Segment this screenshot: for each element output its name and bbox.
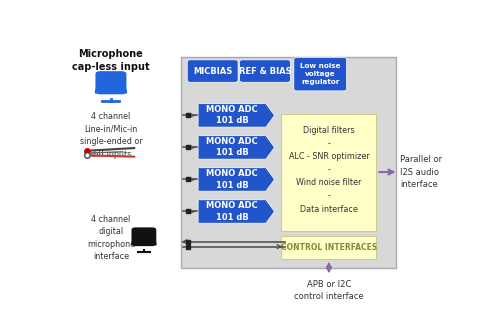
- Text: REF & BIAS: REF & BIAS: [238, 67, 292, 76]
- Polygon shape: [198, 136, 274, 159]
- FancyBboxPatch shape: [188, 60, 238, 82]
- Polygon shape: [198, 104, 274, 127]
- Bar: [180, 57, 396, 268]
- FancyBboxPatch shape: [96, 71, 126, 94]
- Text: CONTROL INTERFACES: CONTROL INTERFACES: [281, 243, 377, 252]
- Text: MICBIAS: MICBIAS: [193, 67, 232, 76]
- Polygon shape: [198, 168, 274, 191]
- Polygon shape: [198, 200, 274, 223]
- Text: Microphone
cap-less input: Microphone cap-less input: [72, 50, 150, 72]
- Text: 4 channel
digital
microphone
interface: 4 channel digital microphone interface: [87, 215, 135, 261]
- Text: MONO ADC
101 dB: MONO ADC 101 dB: [206, 105, 258, 125]
- Text: Parallel or
I2S audio
interface: Parallel or I2S audio interface: [400, 155, 442, 189]
- Text: MONO ADC
101 dB: MONO ADC 101 dB: [206, 202, 258, 221]
- FancyBboxPatch shape: [294, 57, 346, 91]
- Bar: [282, 114, 376, 231]
- Text: MONO ADC
101 dB: MONO ADC 101 dB: [206, 137, 258, 157]
- Text: APB or I2C
control interface: APB or I2C control interface: [294, 280, 364, 301]
- Text: 4 channel
Line-in/Mic-in
single-ended or
diff inputs: 4 channel Line-in/Mic-in single-ended or…: [80, 112, 142, 159]
- FancyBboxPatch shape: [132, 228, 156, 246]
- Bar: [282, 236, 376, 259]
- Text: MONO ADC
101 dB: MONO ADC 101 dB: [206, 169, 258, 189]
- Text: Low noise
voltage
regulator: Low noise voltage regulator: [300, 63, 341, 85]
- Text: Digital filters
-
ALC - SNR optimizer
-
Wind noise filter
-
Data interface: Digital filters - ALC - SNR optimizer - …: [288, 125, 370, 214]
- FancyBboxPatch shape: [240, 60, 290, 82]
